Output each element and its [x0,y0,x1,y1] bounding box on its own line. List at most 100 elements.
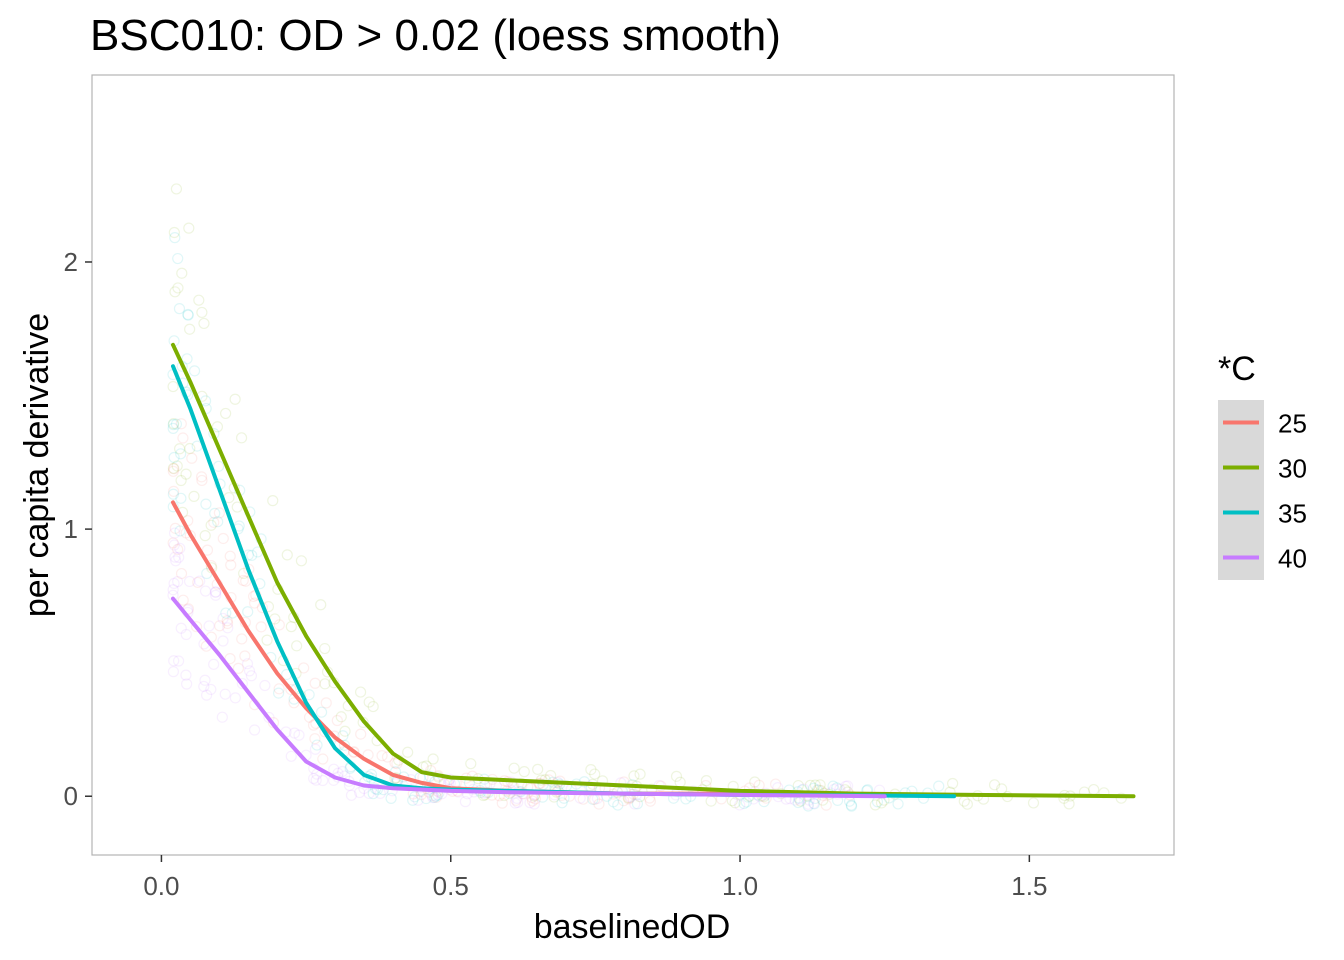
scatter-point [465,758,477,770]
scatter-point [196,474,208,487]
scatter-point [309,743,322,755]
scatter-point [1115,792,1127,804]
scatter-point [224,653,236,665]
scatter-point [407,794,419,806]
scatter-point [240,575,252,587]
scatter-point [273,619,285,631]
legend-key-background [1218,400,1264,580]
scatter-point [180,628,192,641]
scatter-point [420,792,432,805]
scatter-point [237,574,249,587]
scatter-point [216,711,228,723]
scatter-point [177,432,189,444]
scatter-point [175,567,188,580]
scatter-point [291,640,303,652]
scatter-point [221,615,233,627]
scatter-point [225,559,237,571]
scatter-point [169,232,181,244]
scatter-point [213,460,225,472]
scatter-point [1058,792,1070,804]
scatter-point [259,679,271,692]
scatter-point [961,798,973,810]
scatter-point [337,730,349,742]
legend-label: 40 [1278,544,1307,574]
scatter-point [199,585,212,597]
scatter-point [217,612,229,625]
scatter-point [315,599,327,611]
scatter-point [172,543,184,556]
scatter-point [212,516,224,528]
scatter-point [363,787,375,800]
scatter-point [749,776,761,788]
scatter-point [174,542,186,554]
scatter-point [556,797,568,809]
scatter-point [241,658,254,670]
scatter-point [176,267,188,279]
scatter-point [285,621,297,633]
scatter-point [512,796,524,808]
scatter-point [409,791,421,803]
scatter-point [210,589,222,601]
scatter-point [348,746,360,758]
x-tick-label: 1.5 [1011,871,1047,901]
scatter-point [188,365,201,377]
scatter-point [808,798,820,810]
scatter-point [308,772,320,785]
scatter-point [214,620,226,632]
scatter-point [593,798,605,810]
scatter-point [508,762,520,774]
scatter-point [167,380,179,393]
scatter-point [181,353,193,365]
scatter-point [192,576,204,589]
scatter-point [203,620,215,632]
scatter-point [807,797,820,809]
scatter-point [612,799,624,811]
scatter-point [770,778,782,790]
scatter-point [391,758,403,770]
x-axis: 0.0 0.5 1.0 1.5 [143,855,1047,901]
smooth-line-40 [171,596,887,799]
scatter-point [261,634,273,646]
scatter-point [177,594,189,606]
scatter-point [311,739,323,751]
scatter-point [169,551,181,563]
scatter-point [219,688,231,700]
scatter-point [246,549,258,561]
scatter-point [295,555,308,567]
scatter-point [285,750,297,762]
scatter-point [209,507,221,519]
scatter-point [510,794,522,806]
scatter-point [496,797,508,809]
scatter-point [809,779,821,791]
scatter-point [339,725,351,737]
scatter-point [255,621,267,633]
scatter-point [190,621,203,633]
scatter-point [288,697,300,709]
scatter-point [168,655,180,667]
scatter-point [168,485,180,497]
scatter-point [184,323,196,335]
scatter-point [466,770,478,782]
scatter-point [427,753,439,765]
scatter-point [229,692,241,704]
y-axis: 0 1 2 [64,247,92,811]
scatter-point [175,474,187,487]
scatter-point [738,797,750,810]
scatter-point [200,498,212,510]
scatter-point [209,586,222,598]
scatter-point [845,800,858,812]
scatter-point [168,539,180,551]
chart-title: BSC010: OD > 0.02 (loess smooth) [90,11,781,60]
scatter-point [182,308,194,321]
scatter-point [532,763,544,775]
scatter-point [319,642,331,655]
scatter-point [428,791,440,804]
x-tick-label: 0.5 [433,871,469,901]
scatter-point [947,777,959,790]
scatter-point [528,798,540,810]
scatter-point [199,674,211,686]
scatter-point [509,797,521,809]
scatter-point [229,393,241,405]
scatter-point [170,555,182,567]
scatter-point [193,294,205,306]
